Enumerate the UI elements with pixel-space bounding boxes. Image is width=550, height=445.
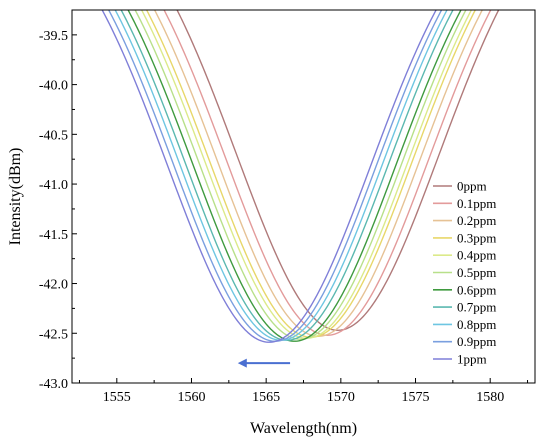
legend-label: 0.7ppm bbox=[457, 300, 496, 315]
y-tick-label: -41.5 bbox=[39, 228, 68, 243]
shift-arrow-head bbox=[237, 358, 247, 368]
legend-label: 0.4ppm bbox=[457, 248, 496, 263]
legend-label: 0.2ppm bbox=[457, 213, 496, 228]
legend-label: 0.6ppm bbox=[457, 282, 496, 297]
legend-label: 0.1ppm bbox=[457, 196, 496, 211]
x-axis-title: Wavelength(nm) bbox=[250, 420, 357, 437]
series-lines bbox=[101, 10, 500, 343]
y-tick-label: -40.5 bbox=[39, 128, 68, 143]
series-line-2 bbox=[153, 10, 484, 337]
y-axis: -43.0 -42.5 -42.0 -41.5 -41.0 -40.5 -40.0 -39.5 bbox=[39, 29, 77, 392]
x-tick-label: 1555 bbox=[103, 390, 131, 405]
series-line-7 bbox=[120, 10, 454, 341]
x-tick-label: 1570 bbox=[327, 390, 355, 405]
x-tick-label: 1560 bbox=[177, 390, 205, 405]
y-axis-title: Intensity(dBm) bbox=[7, 148, 24, 246]
legend-label: 0.3ppm bbox=[457, 230, 496, 245]
series-line-9 bbox=[107, 10, 443, 342]
x-tick-label: 1580 bbox=[476, 390, 504, 405]
legend-label: 0.8ppm bbox=[457, 317, 496, 332]
x-tick-label: 1575 bbox=[402, 390, 430, 405]
legend-label: 0.9ppm bbox=[457, 334, 496, 349]
series-line-3 bbox=[145, 10, 477, 338]
series-line-10 bbox=[101, 10, 437, 343]
legend-label: 0.5ppm bbox=[457, 265, 496, 280]
x-axis: 1555 1560 1565 1570 1575 1580 bbox=[78, 378, 529, 405]
annotations bbox=[237, 358, 291, 368]
legend-label: 0ppm bbox=[457, 179, 487, 194]
series-line-4 bbox=[140, 10, 473, 339]
y-tick-label: -43.0 bbox=[39, 377, 68, 392]
y-tick-label: -41.0 bbox=[39, 178, 68, 193]
y-tick-label: -39.5 bbox=[39, 29, 68, 44]
x-tick-label: 1565 bbox=[252, 390, 280, 405]
series-line-6 bbox=[127, 10, 462, 342]
y-tick-label: -40.0 bbox=[39, 79, 68, 94]
y-tick-label: -42.0 bbox=[39, 278, 68, 293]
legend: 0ppm 0.1ppm 0.2ppm 0.3ppm 0.4ppm 0.5ppm 0.6ppm… bbox=[433, 179, 496, 367]
y-tick-label: -42.5 bbox=[39, 327, 68, 342]
series-line-8 bbox=[114, 10, 448, 341]
series-line-0 bbox=[176, 10, 500, 331]
legend-label: 1ppm bbox=[457, 352, 487, 367]
